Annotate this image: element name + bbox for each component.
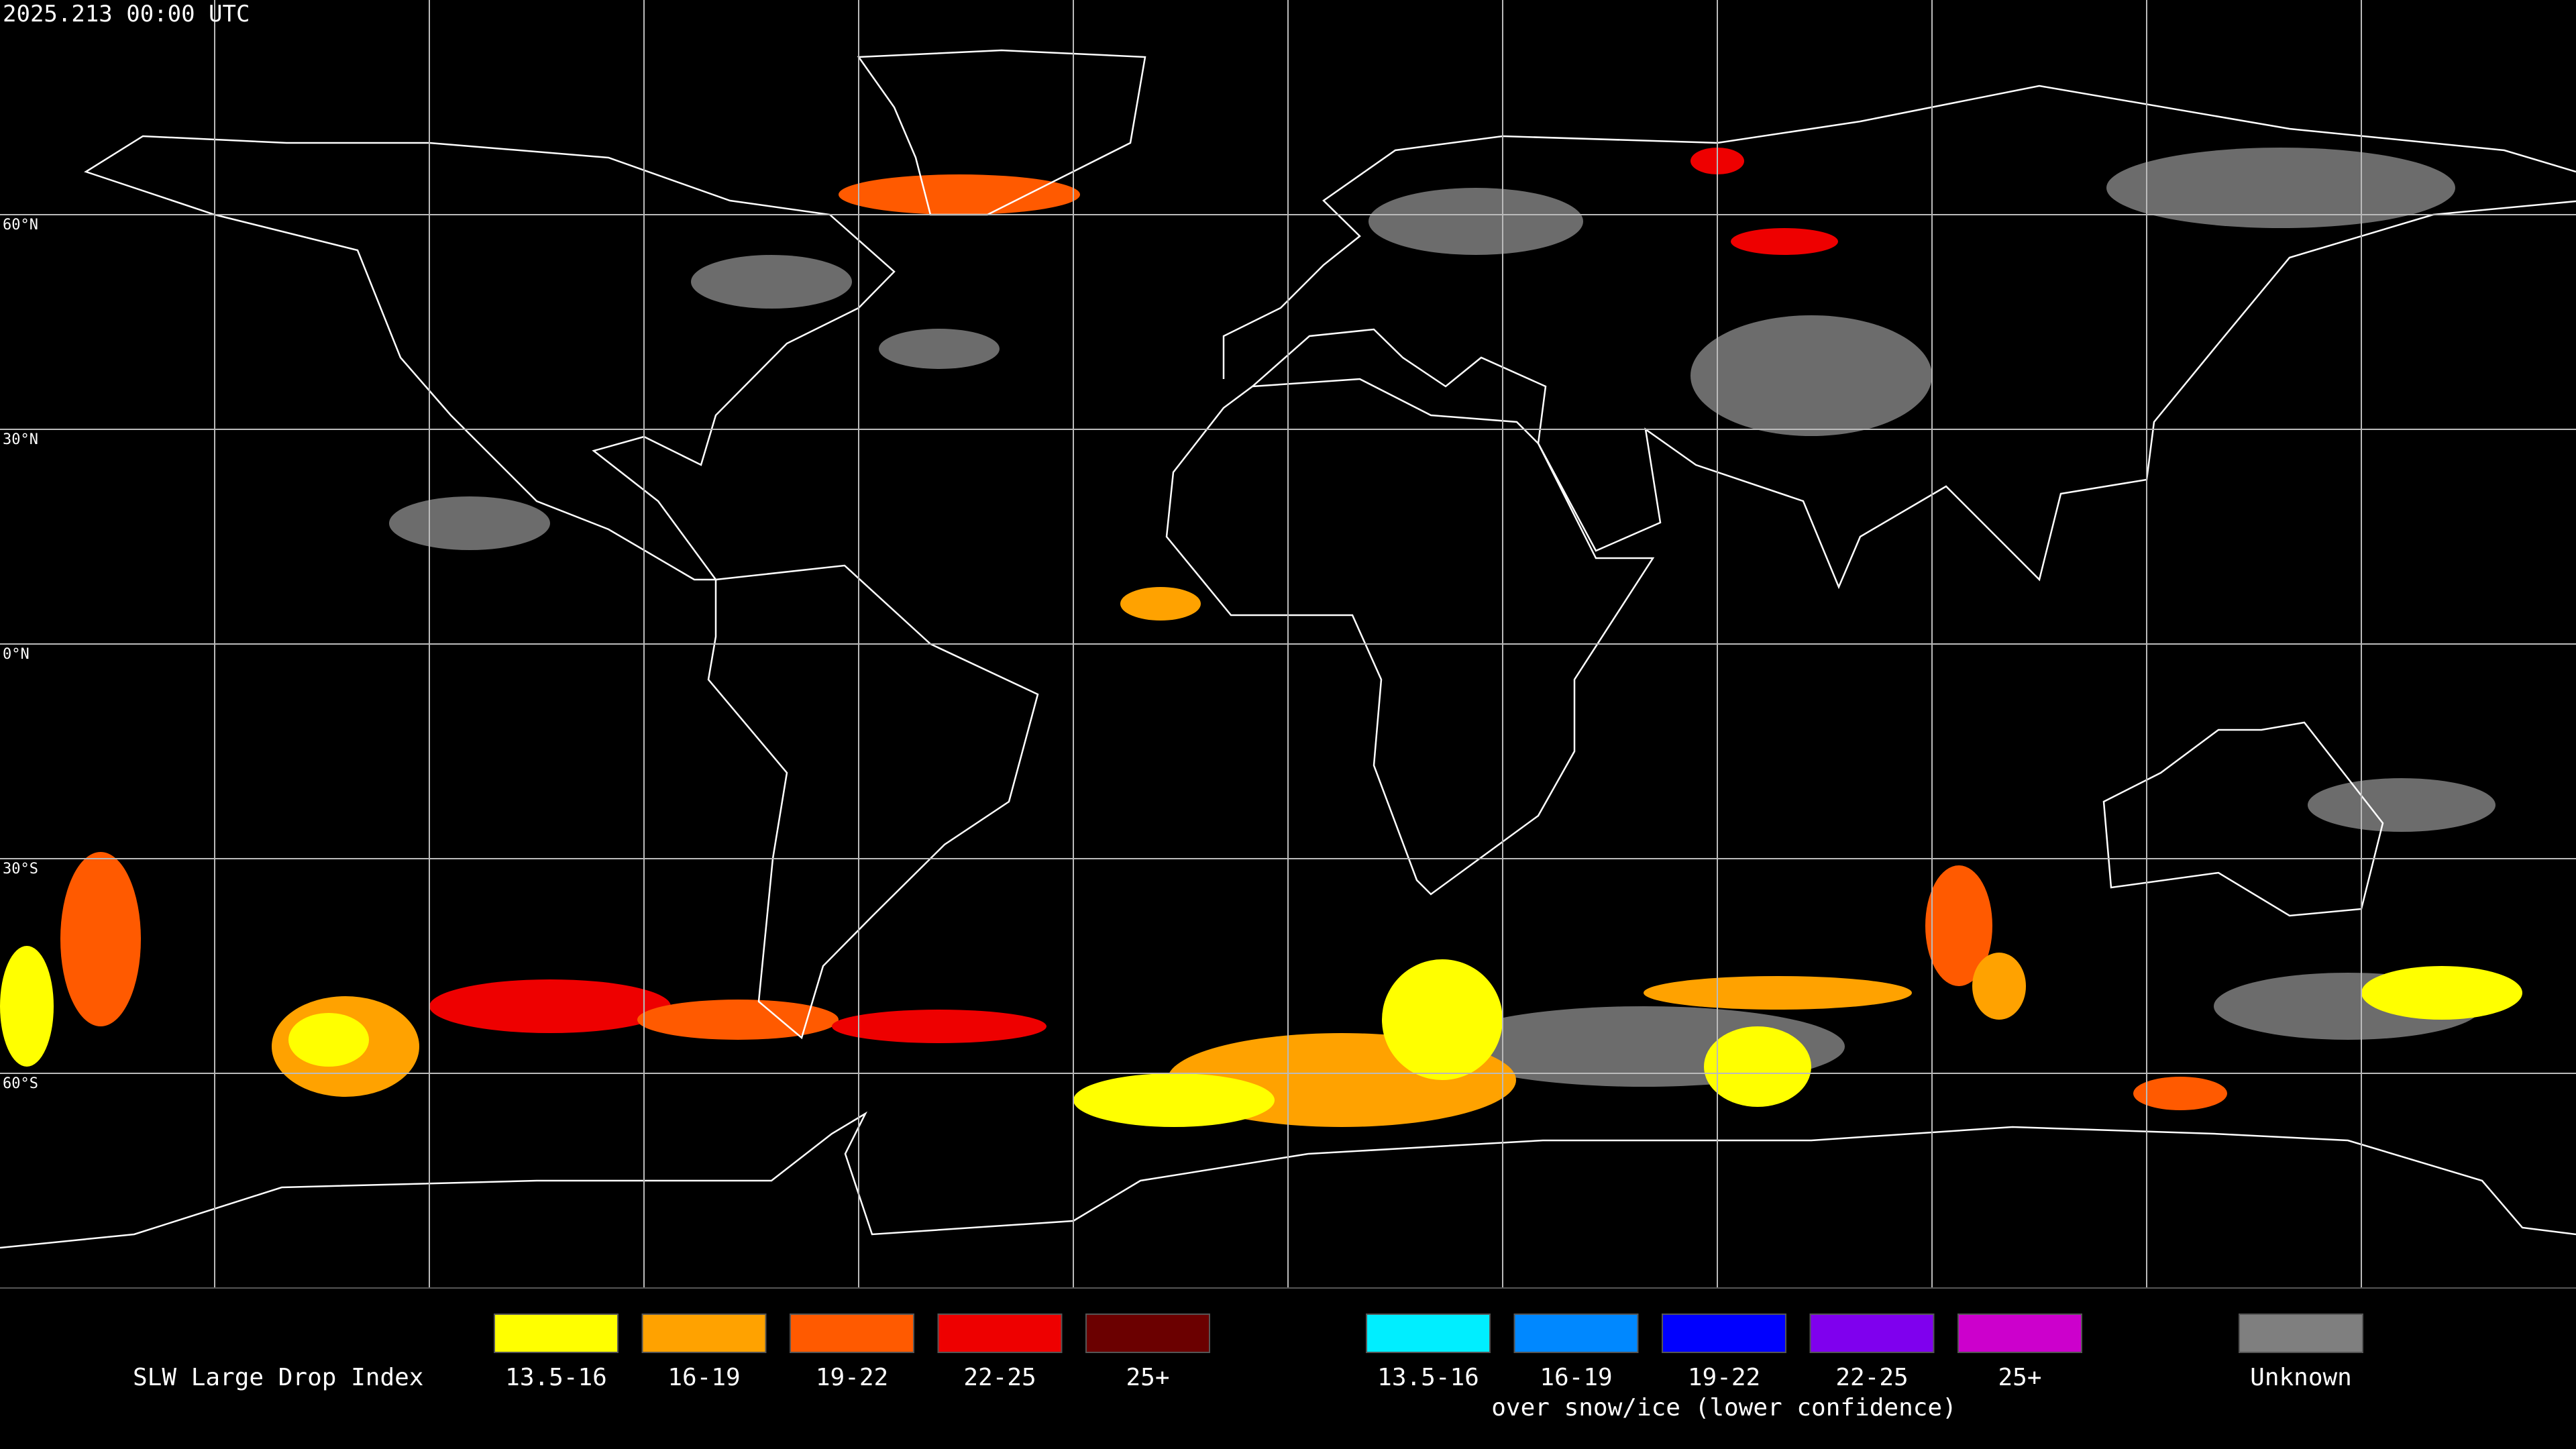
legend-swatch [1957, 1313, 2082, 1353]
legend-swatch [2239, 1313, 2363, 1353]
legend-swatch [1809, 1313, 1935, 1353]
lat-label: 30°S [3, 861, 38, 877]
legend-swatch [937, 1313, 1063, 1353]
africa [1165, 378, 1655, 896]
greenland [857, 49, 1146, 216]
legend-caption: over snow/ice (lower confidence) [1491, 1394, 1957, 1421]
legend: 13.5-16 16-19 19-22 22-25 25+ 13.5-16 16-19 19-… [494, 1313, 2363, 1421]
legend-label: 22-25 [1835, 1364, 1908, 1391]
lat-label: 60°S [3, 1075, 38, 1092]
legend-label: 19-22 [816, 1364, 888, 1391]
legend-swatch [641, 1313, 767, 1353]
legend-panel [0, 1288, 2576, 1449]
lat-label: 0°N [3, 646, 30, 663]
legend-label: 25+ [1998, 1364, 2041, 1391]
legend-label: 13.5-16 [1377, 1364, 1479, 1391]
legend-label: 16-19 [1540, 1364, 1612, 1391]
lat-label: 60°N [3, 217, 38, 233]
australia [2102, 721, 2384, 917]
south-america [707, 564, 1039, 1040]
legend-swatch [1366, 1313, 1491, 1353]
index-areas [0, 148, 2522, 1127]
legend-label: Unknown [2250, 1364, 2352, 1391]
legend-swatch [790, 1313, 914, 1353]
antarctica [0, 1111, 2576, 1249]
legend-title: SLW Large Drop Index [133, 1364, 423, 1391]
legend-label: 22-25 [963, 1364, 1036, 1391]
lat-label: 30°N [3, 431, 38, 448]
legend-label: 16-19 [667, 1364, 740, 1391]
grid-lines [0, 0, 2576, 1288]
legend-label: 13.5-16 [505, 1364, 607, 1391]
legend-swatch [494, 1313, 619, 1353]
north-america [84, 135, 896, 581]
legend-swatch [1513, 1313, 1639, 1353]
timestamp: 2025.213 00:00 UTC [3, 1, 250, 28]
data-field [0, 148, 2522, 1127]
legend-swatch [1085, 1313, 1210, 1353]
legend-swatch [1662, 1313, 1786, 1353]
graticule: 60°N 30°N 0°N 30°S 60°S [0, 0, 2576, 1288]
legend-label: 25+ [1126, 1364, 1169, 1391]
legend-label: 19-22 [1688, 1364, 1760, 1391]
